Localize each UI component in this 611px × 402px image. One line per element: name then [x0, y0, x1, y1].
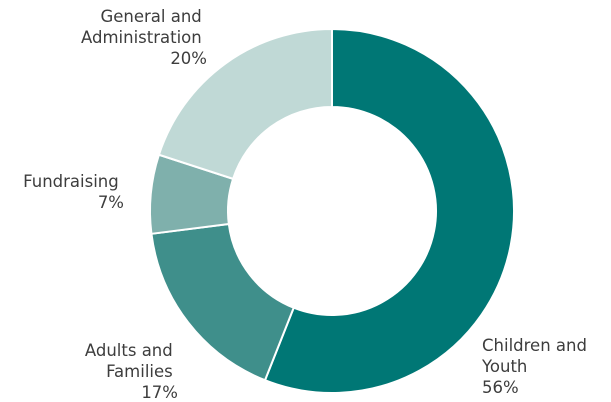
slice-children-and-youth [263, 27, 515, 394]
slices [149, 27, 515, 394]
label-general-and-administration: General and Administration 20% [81, 7, 207, 68]
label-adults-and-families: Adults and Families 17% [85, 341, 178, 402]
slice-general-and-administration [157, 27, 333, 181]
label-fundraising: Fundraising 7% [23, 172, 124, 212]
label-children-and-youth: Children and Youth 56% [481, 336, 592, 397]
